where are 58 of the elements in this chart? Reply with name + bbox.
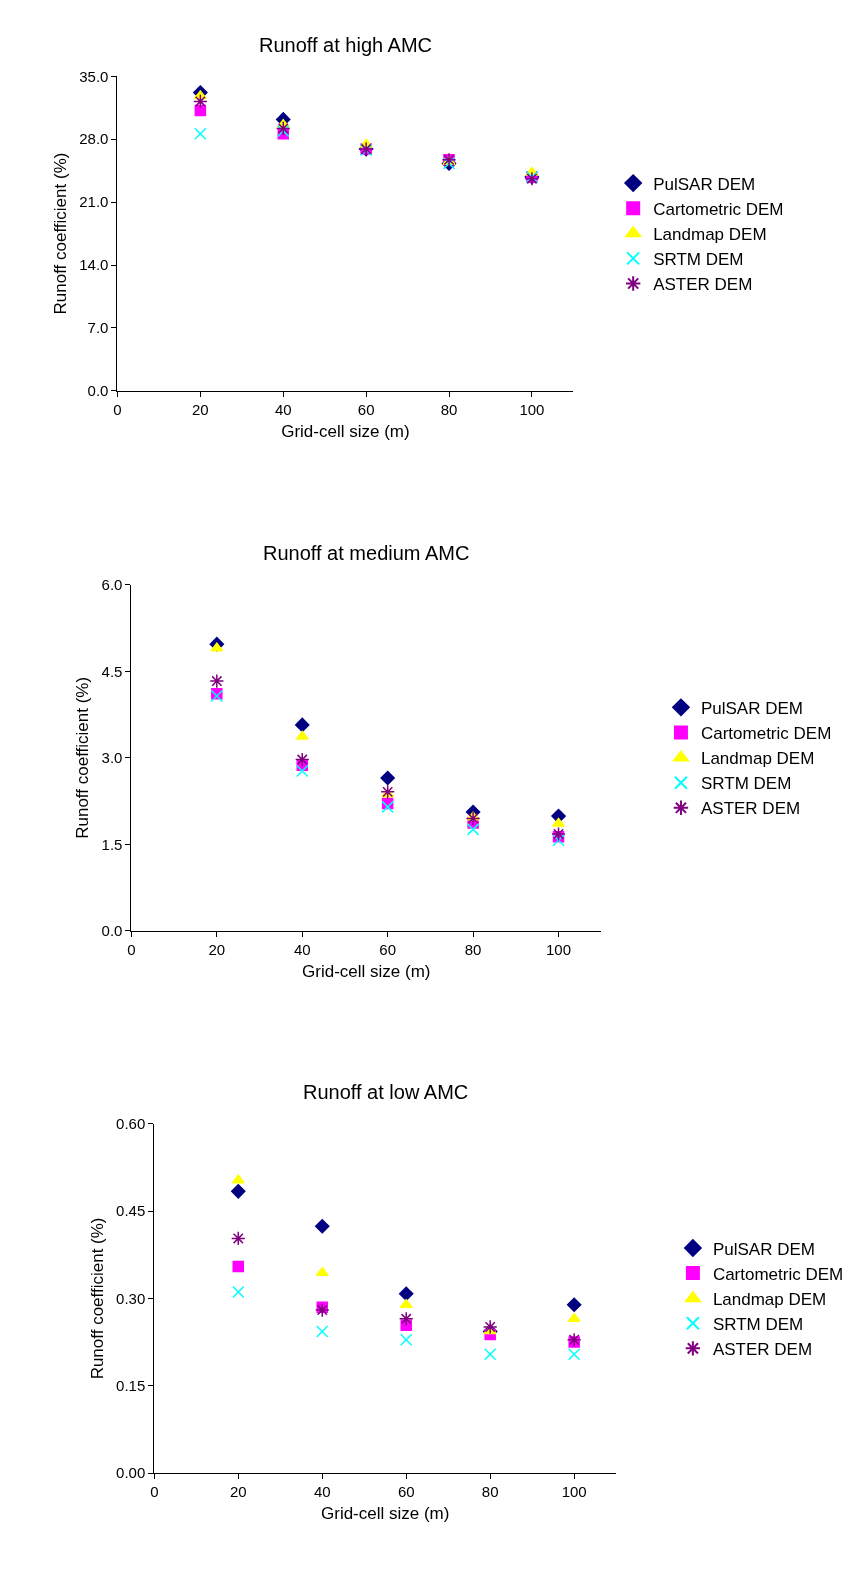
y-tick-label: 35.0: [79, 67, 109, 85]
y-axis-title: Runoff coefficient (%): [50, 152, 70, 315]
y-axis-title: Runoff coefficient (%): [87, 1217, 107, 1380]
x-tick-label: 60: [379, 940, 397, 958]
y-axis-title: Runoff coefficient (%): [73, 676, 93, 839]
x-tick-label: 80: [440, 400, 458, 418]
y-tick-label: 6.0: [101, 575, 123, 593]
x-axis-title: Grid-cell size (m): [281, 422, 410, 442]
chart-title: Runoff at low AMC: [303, 1081, 469, 1103]
x-tick-label: 20: [229, 1483, 247, 1501]
y-tick-label: 1.5: [101, 835, 123, 853]
x-tick-label: 20: [208, 940, 226, 958]
x-tick-label: 60: [357, 400, 375, 418]
y-tick-label: 4.5: [101, 662, 123, 680]
y-tick-label: 0.45: [116, 1202, 146, 1220]
legend-label: Cartometric DEM: [712, 1264, 844, 1284]
legend-label: Landmap DEM: [712, 1289, 827, 1309]
y-tick-label: 0.0: [87, 382, 109, 400]
x-tick-label: 100: [546, 940, 572, 958]
y-tick-label: 0.15: [116, 1376, 146, 1394]
legend-label: PulSAR DEM: [700, 699, 803, 718]
x-tick-label: 40: [313, 1483, 331, 1501]
x-tick-label: 0: [113, 400, 122, 418]
legend-label: Landmap DEM: [700, 749, 815, 769]
chart-title: Runoff at high AMC: [259, 34, 433, 56]
legend-label: PulSAR DEM: [712, 1239, 815, 1259]
legend-label: SRTM DEM: [653, 250, 744, 270]
legend-label: ASTER DEM: [712, 1339, 813, 1359]
x-tick-label: 100: [561, 1483, 587, 1501]
y-tick-label: 0.0: [101, 922, 123, 940]
legend-label: Cartometric DEM: [653, 199, 784, 219]
y-tick-label: 0.30: [116, 1289, 146, 1307]
y-tick-label: 3.0: [101, 749, 123, 767]
y-tick-label: 0.00: [116, 1464, 146, 1482]
x-tick-label: 20: [192, 400, 209, 418]
x-tick-label: 40: [274, 400, 292, 418]
y-tick-label: 7.0: [87, 319, 109, 337]
x-tick-label: 60: [397, 1483, 415, 1501]
legend-label: PulSAR DEM: [653, 174, 756, 194]
legend-label: Landmap DEM: [653, 224, 767, 244]
x-axis-title: Grid-cell size (m): [302, 962, 431, 982]
y-tick-label: 28.0: [79, 130, 109, 148]
x-tick-label: 0: [150, 1483, 159, 1501]
x-tick-label: 80: [481, 1483, 499, 1501]
legend-label: SRTM DEM: [712, 1314, 804, 1334]
y-tick-label: 14.0: [79, 256, 109, 274]
y-tick-label: 0.60: [116, 1115, 146, 1133]
chart-title: Runoff at medium AMC: [263, 542, 470, 564]
legend-label: Cartometric DEM: [700, 724, 832, 744]
legend-label: ASTER DEM: [700, 799, 801, 819]
legend-label: ASTER DEM: [653, 275, 753, 295]
x-tick-label: 0: [127, 940, 136, 958]
x-axis-title: Grid-cell size (m): [321, 1504, 450, 1524]
x-tick-label: 100: [519, 400, 545, 418]
x-tick-label: 40: [293, 940, 311, 958]
legend-label: SRTM DEM: [700, 774, 792, 794]
y-tick-label: 21.0: [79, 193, 109, 211]
x-tick-label: 80: [464, 940, 482, 958]
